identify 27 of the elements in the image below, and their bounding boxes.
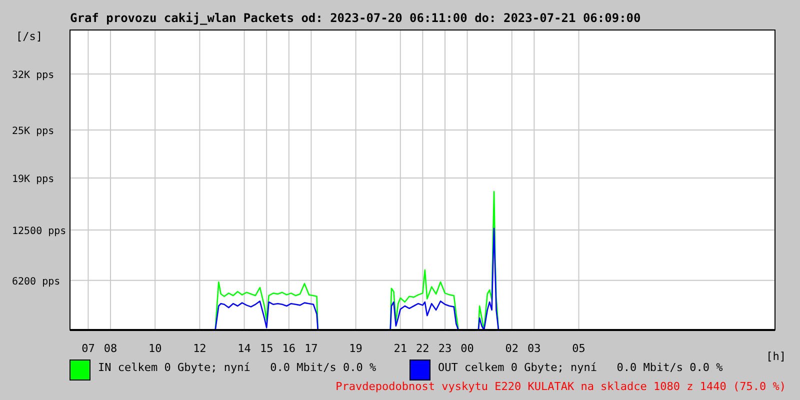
x-tick-label: 17 [304,342,318,355]
x-tick-label: 21 [394,342,408,355]
x-tick-label: 08 [104,342,118,355]
x-tick-label: 03 [528,342,541,355]
x-tick-label: 05 [572,342,586,355]
y-tick-label: 19K pps [12,174,54,185]
x-tick-label: 23 [438,342,452,355]
legend-label: IN celkem 0 Gbyte; nyní 0.0 Mbit/s 0.0 % [98,361,377,374]
text: Pravdepodobnost vyskytu E220 KULATAK na skladce 1080 z 1440 (75.0 %) [336,380,786,393]
x-tick-label: 10 [148,342,162,355]
y-tick-label: 6200 pps [12,276,60,288]
x-tick-label: 22 [416,342,430,355]
x-tick-label: 12 [193,342,206,355]
x-tick-label: 14 [238,342,252,355]
x-tick-label: 16 [282,342,296,355]
y-tick-label: 32K pps [12,70,54,81]
chart-title: Graf provozu cakij_wlan Packets od: 2023-07-20 06:11:00 do: 2023-07-21 06:09:00 [70,11,641,25]
x-tick-label: 07 [82,342,95,355]
x-tick-label: 00 [460,342,474,355]
x-tick-label: 02 [505,342,519,355]
x-tick-label: 15 [260,342,274,355]
y-tick-label: 25K pps [12,126,54,137]
x-axis-title: [h] [766,350,786,363]
legend-label: OUT celkem 0 Gbyte; nyní 0.0 Mbit/s 0.0 % [438,361,724,374]
y-axis-title: [/s] [16,30,42,43]
y-tick-label: 12500 pps [12,226,66,237]
x-tick-label: 19 [349,342,362,355]
